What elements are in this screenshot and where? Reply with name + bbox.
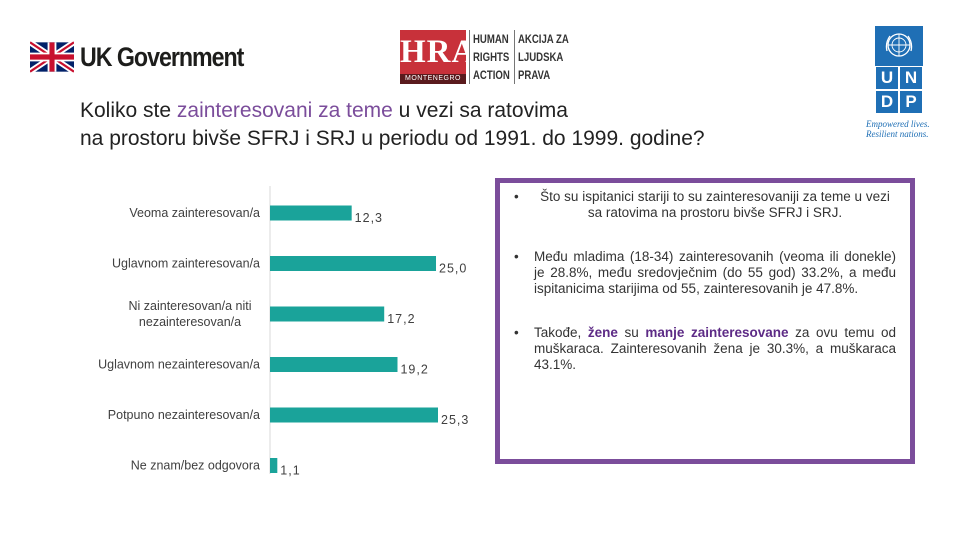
bullet-icon: • bbox=[514, 249, 519, 264]
bar-0 bbox=[270, 205, 352, 221]
title-part: u vezi sa ratovima bbox=[392, 99, 568, 122]
undp-tagline: Empowered lives. Resilient nations. bbox=[866, 119, 930, 139]
category-label-line: Ne znam/bez odgovora bbox=[131, 459, 260, 473]
data-label-1: 25,0 bbox=[439, 262, 467, 276]
category-label-line: Potpuno nezainteresovan/a bbox=[108, 408, 260, 422]
hra-me-line: AKCIJA ZA bbox=[518, 32, 569, 46]
bullet-icon: • bbox=[514, 325, 519, 340]
uk-government-logo: UK Government bbox=[30, 37, 270, 77]
hra-english-name: HUMAN RIGHTS ACTION bbox=[469, 30, 513, 84]
data-label-2: 17,2 bbox=[387, 312, 415, 326]
hra-en-line: HUMAN bbox=[473, 32, 509, 46]
undp-letter-p: P bbox=[899, 90, 923, 114]
title-highlight: zainteresovani za teme bbox=[176, 99, 393, 122]
category-label-0: Veoma zainteresovan/a bbox=[129, 206, 260, 220]
hra-en-line: ACTION bbox=[473, 68, 510, 82]
undp-tagline-line: Resilient nations. bbox=[866, 129, 929, 139]
note-part: su bbox=[617, 325, 646, 340]
title-part: Koliko ste bbox=[80, 99, 177, 122]
category-label-line: Ni zainteresovan/a niti bbox=[129, 299, 252, 313]
hra-montenegro: MONTENEGRO bbox=[400, 74, 466, 84]
bar-2 bbox=[270, 306, 385, 322]
category-label-line: Uglavnom zainteresovan/a bbox=[112, 257, 260, 271]
category-label-5: Ne znam/bez odgovora bbox=[131, 459, 260, 473]
undp-tagline-line: Empowered lives. bbox=[866, 119, 930, 129]
note-part: Takođe, bbox=[534, 325, 588, 340]
category-label-2: Ni zainteresovan/a niti nezainteresovan/a bbox=[129, 299, 252, 329]
hra-local-name: AKCIJA ZA LJUDSKA PRAVA bbox=[514, 30, 572, 84]
data-label-4: 25,3 bbox=[441, 413, 469, 427]
note-item: • Što su ispitanici stariji to su zainte… bbox=[510, 189, 896, 221]
category-label-line: Uglavnom nezainteresovan/a bbox=[98, 358, 260, 372]
bar-3 bbox=[270, 357, 398, 372]
note-part: za ovu temu od muškaraca. Zainteresovani… bbox=[534, 325, 896, 372]
hra-en-line: RIGHTS bbox=[473, 50, 510, 64]
bar-chart: 12,3 Veoma zainteresovan/a 25,0 Uglavnom za… bbox=[98, 186, 469, 478]
title-line-1: Koliko ste zainteresovani za teme u vezi… bbox=[80, 97, 705, 125]
hra-letters: HRA bbox=[400, 34, 477, 70]
note-emphasis: žene bbox=[587, 325, 618, 340]
note-item: • Takođe, žene su manje zainteresovane z… bbox=[510, 325, 896, 373]
title-line-2: na prostoru bivše SFRJ i SRJ u periodu o… bbox=[80, 127, 705, 150]
data-label-3: 19,2 bbox=[400, 363, 428, 377]
bullet-icon: • bbox=[514, 189, 519, 204]
hra-me-line: PRAVA bbox=[518, 68, 551, 82]
hra-me-line: LJUDSKA bbox=[518, 50, 564, 64]
bar-1 bbox=[270, 256, 437, 271]
bar-5 bbox=[270, 458, 278, 473]
category-label-4: Potpuno nezainteresovan/a bbox=[108, 408, 260, 422]
un-globe-icon bbox=[885, 33, 913, 57]
note-text: Što su ispitanici stariji to su zaintere… bbox=[540, 189, 890, 220]
page-title: Koliko ste zainteresovani za teme u vezi… bbox=[80, 97, 705, 153]
data-label-5: 1,1 bbox=[280, 464, 300, 478]
undp-letter-n: N bbox=[899, 66, 923, 90]
note-item: • Među mladima (18-34) zainteresovanih (… bbox=[510, 249, 896, 297]
notes-box: • Što su ispitanici stariji to su zainte… bbox=[495, 178, 915, 464]
undp-letter-u: U bbox=[875, 66, 899, 90]
data-label-0: 12,3 bbox=[355, 211, 383, 225]
uk-government-text: UK Government bbox=[80, 41, 244, 72]
undp-globe-box bbox=[875, 26, 923, 66]
union-flag-icon bbox=[30, 39, 74, 75]
note-text: Među mladima (18-34) zainteresovanih (ve… bbox=[534, 249, 896, 296]
note-text: Takođe, žene su manje zainteresovane za … bbox=[534, 325, 896, 373]
category-label-line: Veoma zainteresovan/a bbox=[129, 206, 260, 220]
note-emphasis: manje zainteresovane bbox=[645, 325, 789, 340]
bar-4 bbox=[270, 407, 438, 423]
hra-mark: HRA MONTENEGRO bbox=[400, 30, 477, 84]
hra-logo: HRA MONTENEGRO HUMAN RIGHTS ACTION AKCIJ… bbox=[400, 30, 587, 84]
category-label-3: Uglavnom nezainteresovan/a bbox=[98, 358, 260, 372]
category-label-1: Uglavnom zainteresovan/a bbox=[112, 257, 260, 271]
undp-letter-d: D bbox=[875, 90, 899, 114]
category-label-line: nezainteresovan/a bbox=[139, 315, 241, 329]
undp-logo: U N D P bbox=[875, 26, 923, 114]
